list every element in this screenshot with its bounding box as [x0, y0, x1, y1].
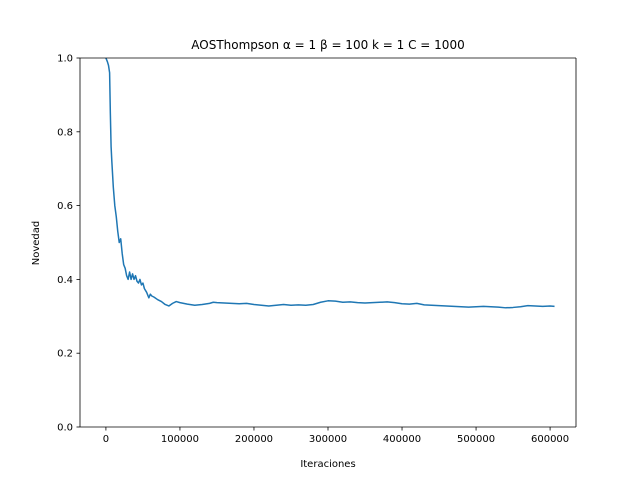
chart-title: AOSThompson α = 1 β = 100 k = 1 C = 1000	[191, 38, 464, 52]
x-tick-label: 400000	[383, 434, 421, 445]
x-tick-label: 500000	[457, 434, 495, 445]
y-axis-label: Novedad	[31, 221, 42, 266]
x-tick-label: 0	[103, 434, 109, 445]
x-axis-label: Iteraciones	[300, 459, 355, 470]
x-tick-label: 600000	[531, 434, 569, 445]
y-tick-label: 0.6	[57, 201, 73, 212]
x-tick-label: 100000	[161, 434, 199, 445]
x-tick-label: 200000	[235, 434, 273, 445]
y-tick-label: 0.4	[57, 275, 73, 286]
y-tick-label: 0.0	[57, 423, 73, 434]
y-tick-label: 0.2	[57, 349, 73, 360]
plot-area	[80, 58, 576, 427]
ticks-layer: 0 100000 200000 300000 400000 500000 600000 0.0…	[57, 54, 569, 446]
x-tick-label: 300000	[309, 434, 347, 445]
y-tick-label: 0.8	[57, 127, 73, 138]
data-layer	[105, 58, 555, 309]
series-line-0	[105, 58, 555, 309]
y-tick-label: 1.0	[57, 54, 73, 65]
plot-background	[80, 58, 576, 427]
